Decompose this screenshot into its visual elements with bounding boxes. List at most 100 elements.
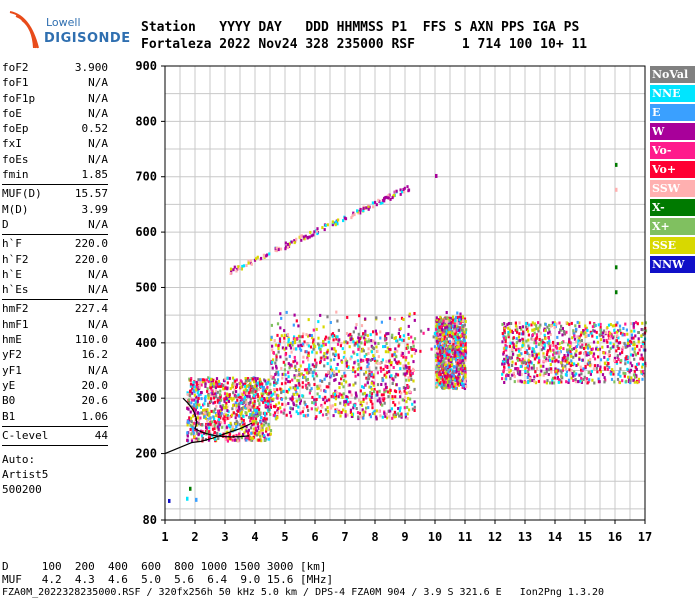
- echo-point: [371, 406, 374, 410]
- echo-point: [546, 325, 549, 329]
- echo-point: [240, 385, 243, 389]
- echo-point: [258, 407, 261, 411]
- echo-point: [361, 408, 364, 412]
- echo-point: [516, 379, 520, 383]
- echo-point: [642, 372, 645, 376]
- echo-point: [435, 378, 438, 382]
- echo-point: [616, 356, 619, 359]
- echo-point: [358, 345, 361, 349]
- echo-point: [588, 363, 592, 367]
- echo-point: [599, 358, 603, 362]
- echo-point: [329, 358, 333, 362]
- echo-point: [436, 349, 439, 353]
- echo-point: [385, 332, 388, 336]
- echo-point: [632, 322, 635, 326]
- echo-point: [312, 342, 315, 346]
- echo-point: [195, 382, 199, 386]
- echo-point: [362, 386, 365, 389]
- echo-point: [530, 361, 533, 365]
- echo-point: [439, 340, 442, 344]
- x-tick-label: 3: [221, 530, 228, 544]
- echo-point: [215, 414, 218, 418]
- echo-point: [447, 328, 450, 332]
- echo-point: [249, 400, 252, 404]
- echo-point: [211, 424, 214, 428]
- echo-point: [271, 366, 274, 370]
- echo-point: [218, 384, 221, 388]
- param-value: N/A: [88, 363, 108, 377]
- echo-point: [366, 334, 369, 338]
- echo-point: [345, 398, 348, 401]
- param-row: hmE 110.0: [2, 332, 108, 347]
- echo-point: [341, 360, 344, 364]
- echo-point: [361, 392, 364, 396]
- echo-point: [517, 347, 520, 351]
- echo-point: [263, 411, 266, 415]
- echo-point: [316, 406, 320, 410]
- echo-point: [204, 412, 208, 415]
- echo-point: [436, 328, 439, 332]
- echo-point: [531, 333, 535, 337]
- echo-point: [585, 377, 588, 381]
- echo-point: [319, 379, 322, 383]
- echo-point: [211, 427, 215, 431]
- echo-point: [518, 326, 522, 329]
- echo-point: [406, 417, 409, 421]
- echo-point: [273, 390, 276, 394]
- echo-point: [572, 374, 575, 378]
- echo-point: [310, 334, 313, 337]
- y-tick-label: 400: [135, 336, 157, 350]
- echo-point: [557, 360, 560, 364]
- echo-point: [542, 373, 545, 377]
- echo-point: [527, 344, 530, 348]
- echo-point: [379, 201, 382, 205]
- echo-point: [347, 384, 350, 387]
- param-name: B1: [2, 409, 16, 423]
- echo-point: [281, 402, 284, 406]
- echo-point: [459, 382, 462, 386]
- echo-point: [235, 395, 238, 399]
- echo-point: [284, 381, 287, 385]
- echo-point: [615, 323, 618, 327]
- echo-point: [360, 335, 363, 339]
- echo-point: [302, 360, 305, 364]
- echo-point: [625, 355, 628, 359]
- echo-point: [187, 421, 190, 425]
- echo-point: [323, 401, 326, 405]
- echo-point: [294, 338, 297, 342]
- echo-point: [261, 389, 264, 393]
- echo-point: [240, 417, 243, 421]
- echo-point: [441, 386, 444, 390]
- echo-point: [342, 378, 346, 382]
- echo-point: [258, 430, 261, 434]
- echo-point: [316, 384, 319, 388]
- echo-point: [549, 349, 552, 353]
- echo-point: [521, 325, 524, 329]
- echo-point: [201, 423, 204, 427]
- echo-point: [365, 340, 369, 344]
- echo-point: [447, 383, 450, 387]
- echo-point: [457, 372, 460, 376]
- echo-point: [443, 317, 446, 320]
- echo-point: [613, 331, 616, 334]
- echo-point: [308, 365, 311, 369]
- echo-point: [451, 382, 454, 386]
- echo-point: [507, 330, 510, 334]
- echo-point: [255, 384, 258, 388]
- echo-point: [606, 358, 609, 362]
- echo-point: [459, 326, 462, 330]
- echo-point: [266, 427, 270, 431]
- echo-point: [326, 416, 329, 420]
- echo-point: [502, 360, 505, 364]
- echo-point: [235, 378, 238, 382]
- echo-point: [367, 347, 370, 351]
- echo-point: [245, 425, 248, 429]
- echo-point: [365, 370, 368, 374]
- echo-point: [315, 229, 319, 233]
- echo-point: [441, 338, 444, 342]
- echo-point: [343, 400, 346, 404]
- echo-point: [508, 370, 511, 374]
- echo-point: [209, 423, 212, 427]
- echo-point: [453, 329, 456, 333]
- echo-point: [440, 364, 443, 368]
